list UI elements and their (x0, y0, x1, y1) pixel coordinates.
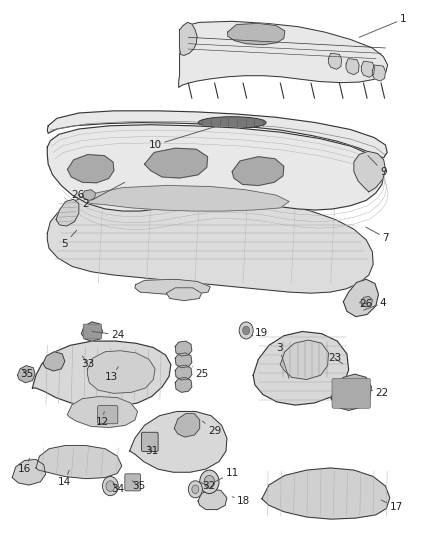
Text: 35: 35 (132, 481, 145, 491)
Polygon shape (343, 279, 378, 317)
Polygon shape (32, 341, 171, 407)
Polygon shape (232, 157, 284, 185)
Text: 25: 25 (193, 367, 209, 379)
Ellipse shape (198, 117, 266, 128)
Circle shape (243, 326, 250, 335)
Text: 17: 17 (381, 500, 403, 512)
Text: 33: 33 (81, 356, 94, 368)
Text: 18: 18 (232, 496, 250, 506)
Polygon shape (67, 155, 114, 183)
Circle shape (188, 481, 202, 498)
Polygon shape (166, 288, 201, 301)
Text: 31: 31 (145, 446, 158, 456)
Circle shape (204, 475, 215, 488)
Polygon shape (88, 185, 289, 211)
Circle shape (102, 477, 118, 496)
FancyBboxPatch shape (83, 324, 102, 339)
Polygon shape (346, 59, 359, 75)
Text: 16: 16 (18, 458, 31, 474)
Text: 14: 14 (58, 470, 71, 487)
Polygon shape (18, 366, 35, 383)
Polygon shape (36, 446, 122, 479)
Polygon shape (331, 374, 371, 410)
Text: 13: 13 (105, 367, 118, 382)
Polygon shape (47, 125, 384, 211)
Polygon shape (47, 111, 387, 158)
Polygon shape (280, 340, 328, 379)
FancyBboxPatch shape (141, 432, 158, 451)
Polygon shape (43, 352, 65, 371)
FancyBboxPatch shape (125, 474, 141, 491)
Text: 24: 24 (92, 330, 124, 340)
Text: 26: 26 (359, 299, 373, 309)
Polygon shape (130, 411, 227, 472)
Polygon shape (228, 23, 285, 45)
Polygon shape (82, 190, 95, 200)
Text: 26: 26 (71, 190, 86, 200)
Polygon shape (81, 322, 102, 341)
Text: 11: 11 (215, 469, 239, 482)
Polygon shape (175, 377, 192, 392)
Polygon shape (175, 365, 192, 380)
Text: 22: 22 (371, 389, 389, 398)
Polygon shape (47, 191, 373, 293)
Text: 5: 5 (61, 230, 77, 248)
Polygon shape (145, 148, 208, 178)
Polygon shape (262, 468, 390, 519)
FancyBboxPatch shape (332, 378, 371, 408)
Polygon shape (175, 341, 192, 356)
Polygon shape (253, 332, 349, 405)
Text: 7: 7 (366, 227, 389, 243)
Polygon shape (180, 22, 197, 55)
Text: 3: 3 (276, 343, 289, 378)
Circle shape (239, 322, 253, 339)
Text: 12: 12 (95, 411, 109, 427)
Polygon shape (361, 61, 374, 77)
Text: 35: 35 (21, 369, 34, 379)
Polygon shape (354, 151, 385, 192)
Text: 34: 34 (111, 483, 124, 494)
Text: 19: 19 (251, 328, 268, 338)
Polygon shape (135, 279, 210, 294)
Text: 23: 23 (328, 353, 343, 364)
Circle shape (192, 485, 199, 494)
Text: 2: 2 (82, 182, 125, 208)
Polygon shape (198, 489, 227, 510)
FancyBboxPatch shape (98, 406, 118, 424)
Text: 9: 9 (368, 156, 387, 176)
Circle shape (200, 470, 219, 494)
Text: 10: 10 (149, 127, 215, 150)
Polygon shape (361, 296, 372, 307)
Polygon shape (12, 459, 46, 485)
Polygon shape (67, 397, 138, 427)
Text: 4: 4 (364, 298, 387, 310)
Polygon shape (175, 353, 192, 368)
Text: 29: 29 (202, 421, 221, 435)
Text: 32: 32 (201, 481, 215, 491)
Polygon shape (56, 199, 79, 226)
Text: 1: 1 (359, 14, 406, 37)
Polygon shape (174, 414, 200, 437)
Polygon shape (328, 53, 342, 69)
Polygon shape (179, 21, 388, 87)
Polygon shape (372, 65, 385, 81)
Circle shape (106, 481, 115, 491)
Polygon shape (88, 351, 155, 393)
